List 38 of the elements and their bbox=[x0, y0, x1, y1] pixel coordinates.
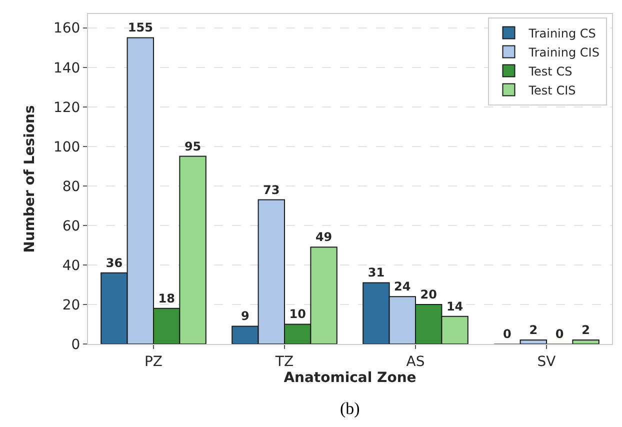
data-label: 20 bbox=[420, 287, 437, 302]
text: (b) bbox=[340, 399, 360, 418]
data-label: 18 bbox=[158, 291, 175, 306]
legend-label: Test CS bbox=[528, 64, 572, 78]
data-label: 31 bbox=[368, 266, 385, 280]
x-tick-label: PZ bbox=[144, 354, 163, 370]
data-label: 95 bbox=[184, 139, 202, 154]
y-tick-label: 0 bbox=[71, 336, 80, 353]
data-label: 0 bbox=[555, 327, 564, 341]
data-label: 2 bbox=[529, 323, 538, 338]
y-tick-label: 80 bbox=[62, 178, 80, 195]
bar bbox=[572, 340, 600, 344]
legend-label: Test CIS bbox=[528, 83, 576, 98]
data-label: 2 bbox=[582, 323, 590, 338]
y-tick-label: 40 bbox=[62, 258, 80, 274]
data-label: 155 bbox=[128, 20, 153, 35]
data-label: 10 bbox=[289, 307, 306, 322]
bar bbox=[520, 340, 547, 344]
data-label: 73 bbox=[263, 182, 280, 197]
data-label: 0 bbox=[503, 327, 512, 341]
x-tick-label: AS bbox=[406, 354, 425, 370]
y-tick-label: 140 bbox=[53, 60, 80, 76]
y-axis-title: Number of Lesions bbox=[22, 105, 38, 253]
x-tick-label: TZ bbox=[274, 354, 294, 370]
data-label: 14 bbox=[446, 299, 464, 314]
data-label: 9 bbox=[241, 309, 250, 324]
legend-label: Training CIS bbox=[528, 45, 600, 60]
x-tick-label: SV bbox=[537, 354, 556, 370]
data-label: 36 bbox=[106, 256, 123, 270]
data-label: 49 bbox=[315, 230, 332, 244]
x-axis-title: Anatomical Zone bbox=[284, 370, 416, 386]
y-tick-label: 120 bbox=[53, 100, 80, 116]
y-tick-label: 20 bbox=[62, 297, 80, 314]
y-tick-label: 100 bbox=[53, 139, 80, 156]
data-label: 24 bbox=[394, 280, 411, 294]
y-tick-label: 60 bbox=[62, 218, 80, 234]
y-tick-label: 160 bbox=[53, 20, 80, 37]
legend-label: Training CS bbox=[528, 26, 596, 40]
